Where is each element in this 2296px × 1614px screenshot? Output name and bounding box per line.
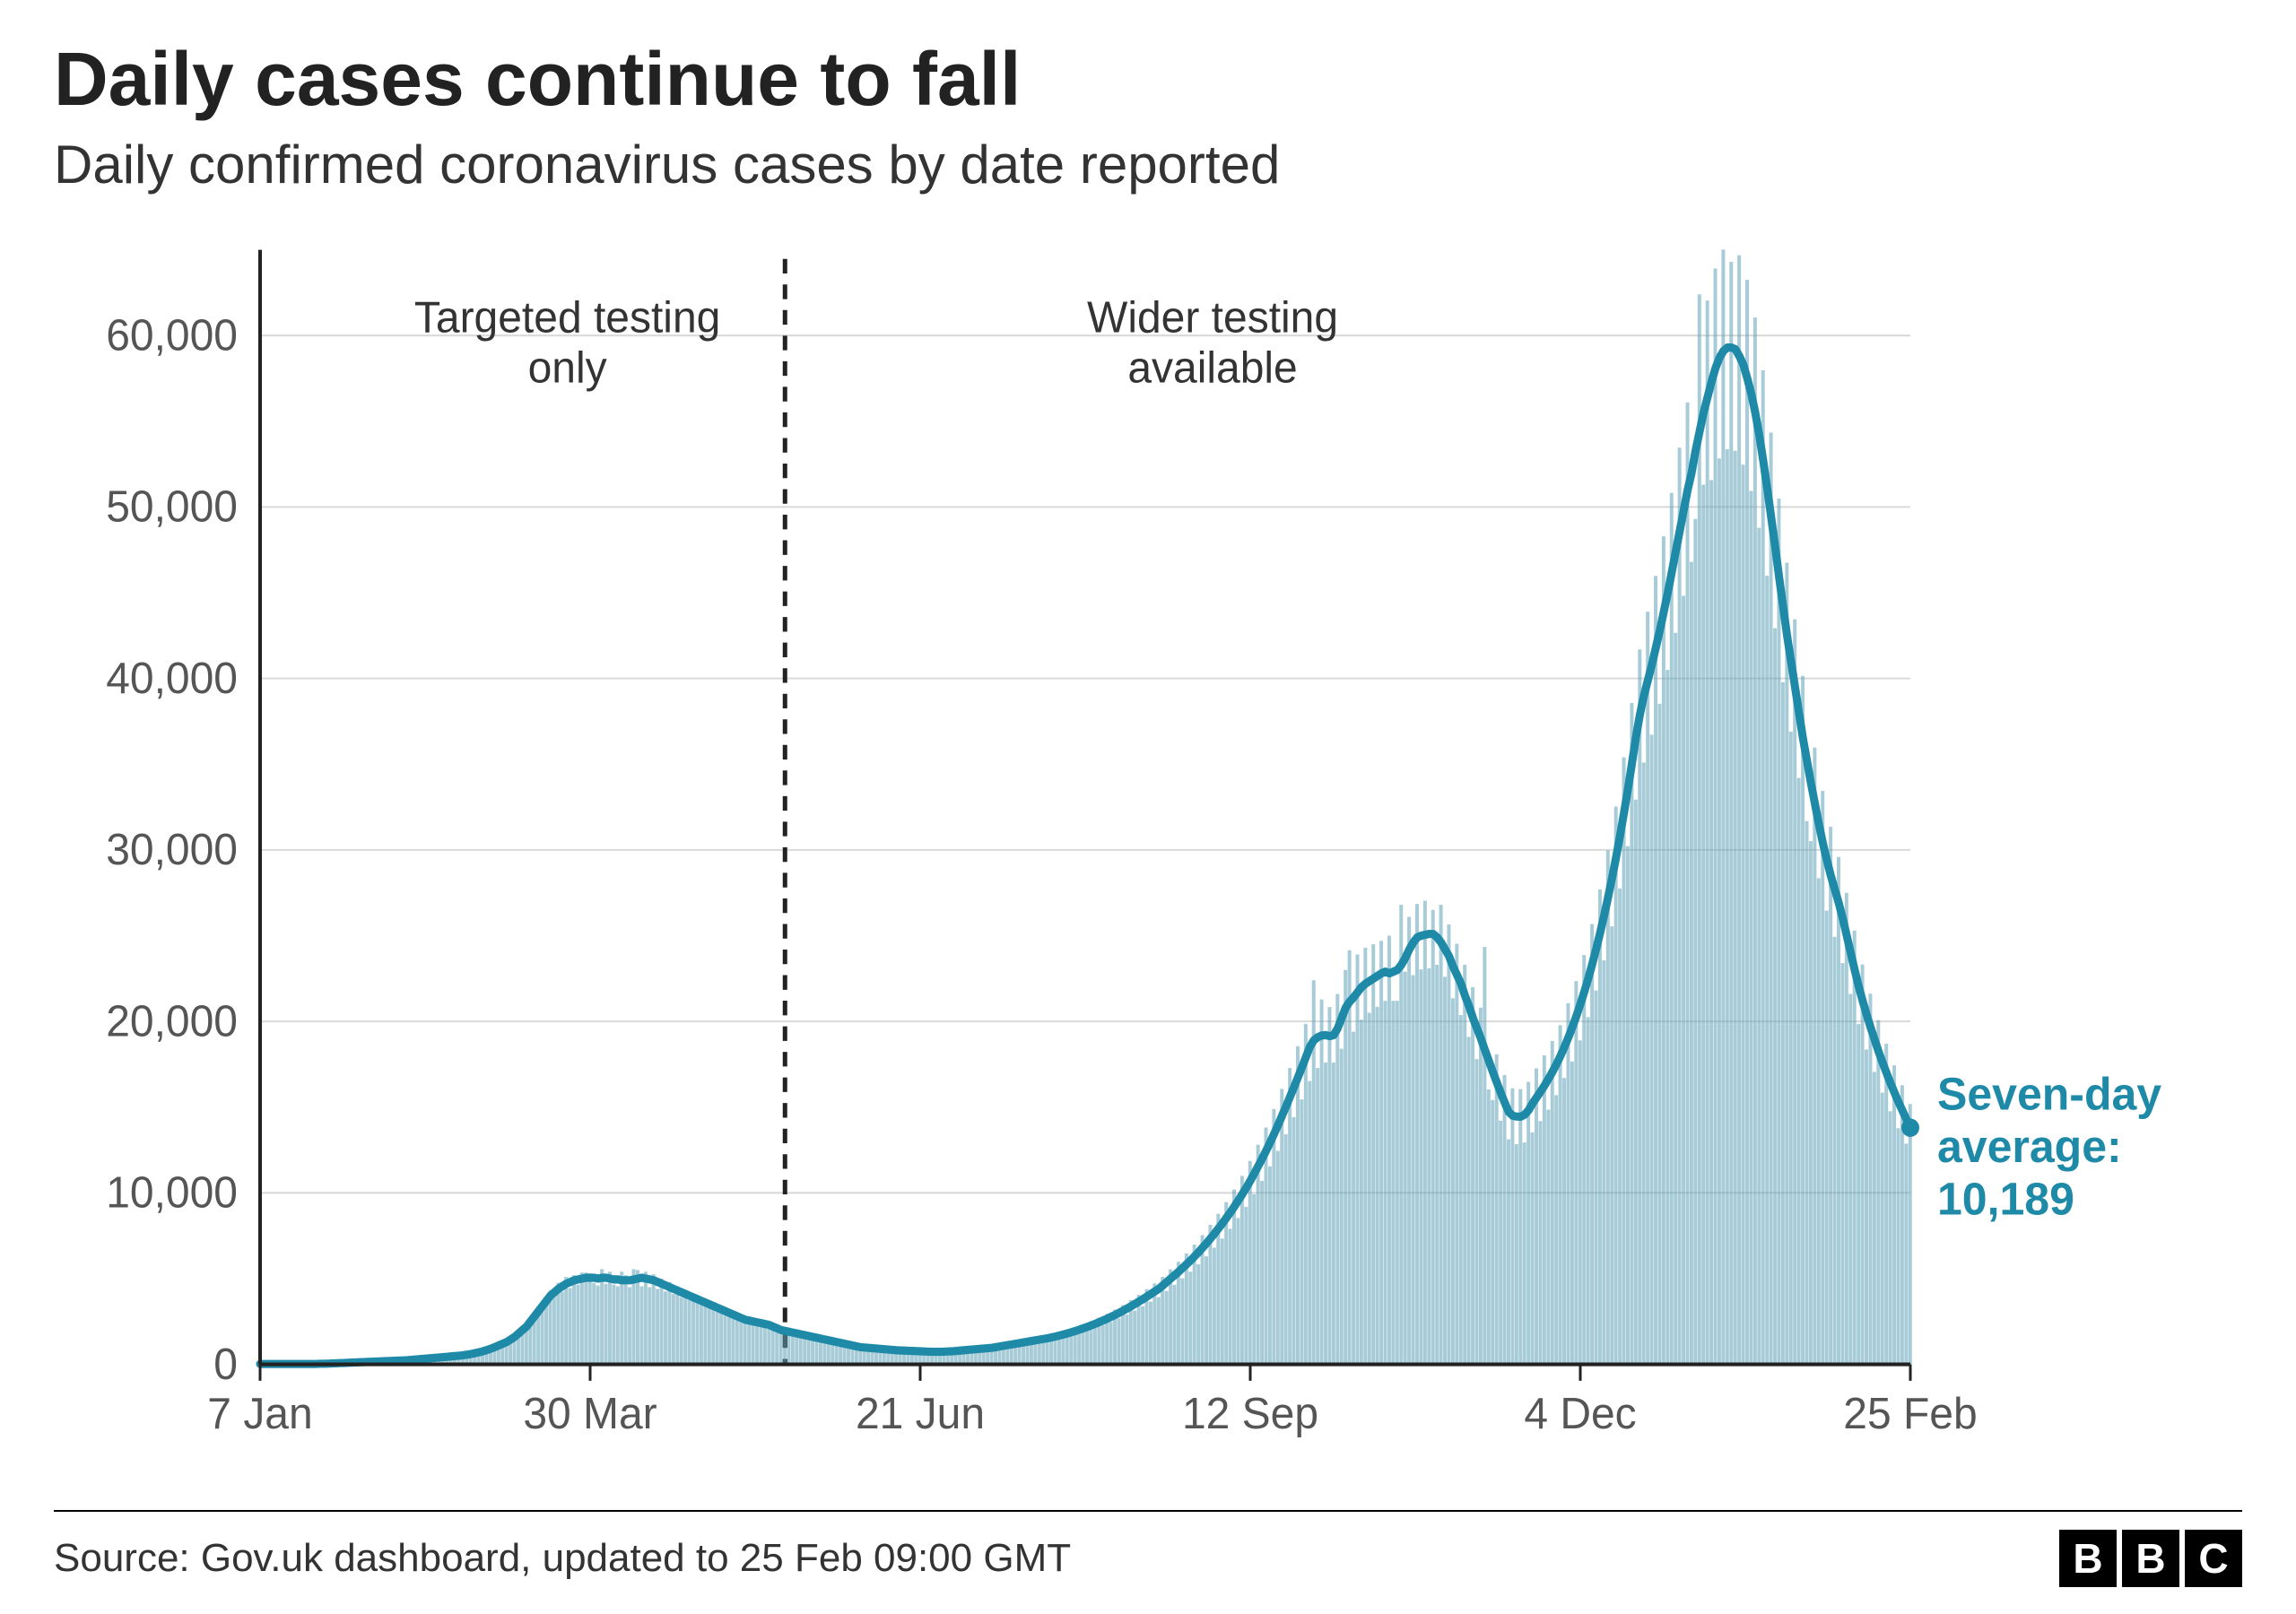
chart-container: 0 10,000 20,000 30,000 40,000 50,000 60,000 7 J… <box>54 222 2242 1483</box>
bbc-logo-b2: B <box>2122 1530 2179 1587</box>
chart-title: Daily cases continue to fall <box>54 36 2242 123</box>
svg-text:only: only <box>528 343 608 393</box>
svg-text:40,000: 40,000 <box>106 655 238 704</box>
bbc-logo-c: C <box>2185 1530 2242 1587</box>
svg-text:20,000: 20,000 <box>106 997 238 1046</box>
svg-text:7 Jan: 7 Jan <box>207 1389 312 1438</box>
svg-text:10,189: 10,189 <box>1937 1173 2074 1225</box>
source-text: Source: Gov.uk dashboard, updated to 25 … <box>54 1536 1071 1581</box>
svg-text:30 Mar: 30 Mar <box>523 1389 657 1438</box>
svg-text:available: available <box>1127 343 1297 393</box>
bbc-logo: B B C <box>2059 1530 2242 1587</box>
svg-text:50,000: 50,000 <box>106 482 238 532</box>
svg-text:10,000: 10,000 <box>106 1168 238 1218</box>
svg-text:25 Feb: 25 Feb <box>1843 1389 1977 1438</box>
svg-text:Seven-day: Seven-day <box>1937 1068 2161 1120</box>
footer: Source: Gov.uk dashboard, updated to 25 … <box>54 1510 2242 1587</box>
svg-text:Targeted testing: Targeted testing <box>414 293 720 343</box>
svg-text:0: 0 <box>213 1340 238 1389</box>
chart-svg: 0 10,000 20,000 30,000 40,000 50,000 60,000 7 J… <box>54 222 2242 1483</box>
svg-text:4 Dec: 4 Dec <box>1524 1389 1636 1438</box>
svg-text:60,000: 60,000 <box>106 311 238 360</box>
svg-text:21 Jun: 21 Jun <box>856 1389 985 1438</box>
bbc-logo-b1: B <box>2059 1530 2117 1587</box>
svg-text:average:: average: <box>1937 1120 2122 1172</box>
svg-text:Wider testing: Wider testing <box>1087 293 1338 343</box>
chart-subtitle: Daily confirmed coronavirus cases by dat… <box>54 134 2242 195</box>
svg-text:30,000: 30,000 <box>106 826 238 875</box>
svg-text:12 Sep: 12 Sep <box>1182 1389 1318 1438</box>
